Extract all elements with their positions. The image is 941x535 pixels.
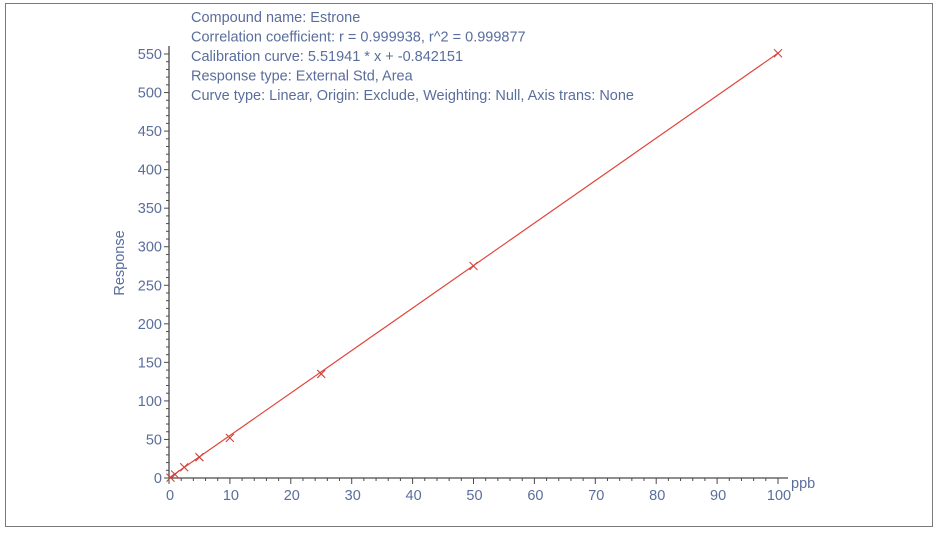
data-points: [166, 48, 783, 483]
x-tick-label: 30: [345, 488, 361, 504]
y-tick-label: 50: [146, 432, 162, 448]
y-tick-label: 500: [138, 86, 162, 102]
data-point: [316, 369, 326, 379]
x-tick-label: 70: [588, 488, 604, 504]
chart-frame: [5, 3, 933, 527]
y-tick-label: 0: [154, 471, 162, 487]
x-axis-title: ppb: [791, 476, 815, 492]
info-line: Response type: External Std, Area: [191, 69, 414, 85]
info-line: Correlation coefficient: r = 0.999938, r…: [191, 30, 526, 46]
y-tick-label: 400: [138, 163, 162, 179]
data-point: [469, 261, 478, 271]
data-point: [195, 452, 204, 462]
y-axis-title: Response: [112, 230, 128, 295]
y-tick-label: 250: [138, 278, 162, 294]
x-tick-label: 20: [284, 488, 300, 504]
x-tick-label: 40: [406, 488, 422, 504]
x-tick-label: 10: [223, 488, 239, 504]
info-line: Curve type: Linear, Origin: Exclude, Wei…: [191, 88, 634, 104]
x-tick-label: 80: [649, 488, 665, 504]
y-tick-label: 550: [138, 47, 162, 63]
y-tick-label: 150: [138, 355, 162, 371]
x-tick-label: 90: [710, 488, 726, 504]
data-point: [179, 462, 189, 472]
info-block: Compound name: Estrone Correlation coeffi…: [191, 10, 634, 104]
x-tick-label: 100: [767, 488, 791, 504]
data-point: [225, 433, 235, 443]
data-point: [773, 48, 783, 58]
y-tick-label: 100: [138, 394, 162, 410]
info-line: Compound name: Estrone: [191, 10, 360, 26]
y-tick-label: 350: [138, 201, 162, 217]
y-tick-label: 300: [138, 240, 162, 256]
y-axis-ticks: 0 50 100 150 200 250 300 350 400 450 500 550: [138, 47, 169, 487]
y-tick-label: 450: [138, 124, 162, 140]
x-axis-ticks: 0 10 20 30 40 50 60 70 80 90 100: [166, 478, 791, 504]
y-tick-label: 200: [138, 317, 162, 333]
x-tick-label: 50: [466, 488, 482, 504]
data-point: [170, 470, 180, 479]
x-tick-label: 60: [527, 488, 543, 504]
info-line: Calibration curve: 5.51941 * x + -0.8421…: [191, 49, 463, 65]
data-point: [166, 473, 175, 483]
x-tick-label: 0: [166, 488, 174, 504]
